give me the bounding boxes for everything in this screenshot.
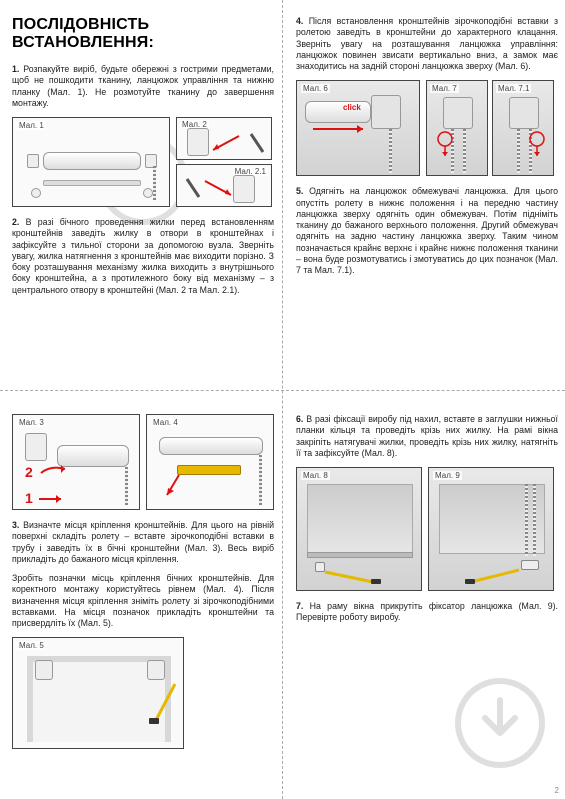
step-4-text: 4. Після встановлення кронштейнів зірочк… [296,16,558,72]
step-2-text: 2. В разі бічного проведення жилки перед… [12,217,274,296]
figure-4-label: Мал. 4 [151,418,180,427]
page-title: ПОСЛІДОВНІСТЬ ВСТАНОВЛЕННЯ: [12,16,274,52]
horizontal-divider [0,390,565,391]
figure-2: Мал. 2 [176,117,272,160]
figure-7: Мал. 7 [426,80,488,176]
click-label: click [343,103,361,112]
step-1-text: 1. Розпакуйте виріб, будьте обережні з г… [12,64,274,109]
fig-row-3-4: Мал. 3 2 1 Мал. 4 [12,414,274,510]
figure-8: Мал. 8 [296,467,422,591]
figure-3-label: Мал. 3 [17,418,46,427]
figure-7-1-label: Мал. 7.1 [496,84,531,93]
figure-3: Мал. 3 2 1 [12,414,140,510]
step-3a-text: 3. Визначте місця кріплення кронштейнів.… [12,520,274,565]
figure-9: Мал. 9 [428,467,554,591]
left-column: ПОСЛІДОВНІСТЬ ВСТАНОВЛЕННЯ: 1. Розпакуйт… [12,0,274,304]
left-column-bottom: Мал. 3 2 1 Мал. 4 3. Визначте місця кріп… [12,398,274,749]
fig-row-8-9: Мал. 8 Мал. 9 [296,467,558,591]
figure-9-label: Мал. 9 [433,471,462,480]
svg-text:2: 2 [25,464,33,480]
figure-6-label: Мал. 6 [301,84,330,93]
fig-row-1-2: Мал. 1 Мал. 2 Мал. 2.1 [12,117,274,207]
step-3b-text: Зробіть позначки місць кріплення бічних … [12,573,274,629]
figure-4: Мал. 4 [146,414,274,510]
step-6-text: 6. В разі фіксації виробу під нахил, вст… [296,414,558,459]
figure-1-label: Мал. 1 [17,121,46,130]
page-number: 2 [555,786,559,795]
figure-5-label: Мал. 5 [17,641,46,650]
fig-row-6-7: Мал. 6 click Мал. 7 Мал. 7.1 [296,80,558,176]
figure-5: Мал. 5 [12,637,184,749]
step-5-text: 5. Одягніть на ланцюжок обмежувачі ланцю… [296,186,558,276]
svg-text:1: 1 [25,490,33,506]
figure-7-1: Мал. 7.1 [492,80,554,176]
figure-7-label: Мал. 7 [430,84,459,93]
figure-2-1: Мал. 2.1 [176,164,272,207]
figure-1: Мал. 1 [12,117,170,207]
watermark-logo-2 [455,678,545,768]
right-column-bottom: 6. В разі фіксації виробу під нахил, вст… [296,398,558,632]
figure-8-label: Мал. 8 [301,471,330,480]
figure-6: Мал. 6 click [296,80,420,176]
vertical-divider [282,0,283,799]
step-7-text: 7. На раму вікна прикрутіть фіксатор лан… [296,601,558,624]
right-column: 4. Після встановлення кронштейнів зірочк… [296,0,558,284]
